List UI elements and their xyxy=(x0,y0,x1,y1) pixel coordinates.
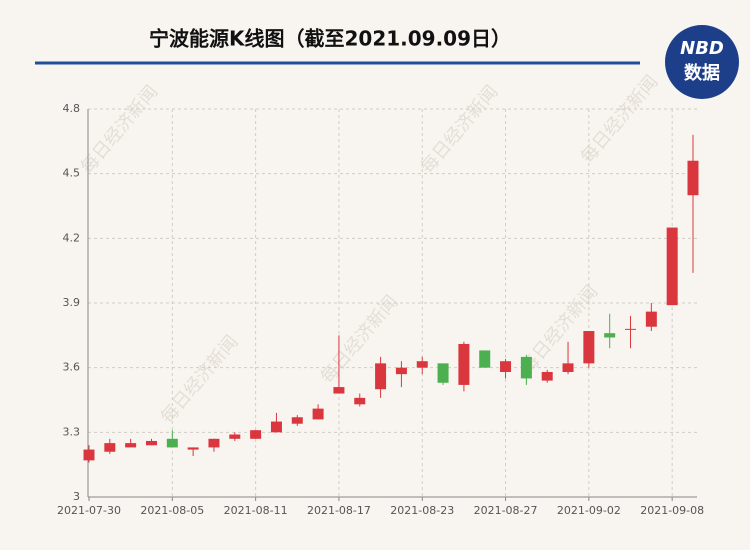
candle-body xyxy=(479,350,491,368)
candle-body xyxy=(166,438,178,448)
candle-body xyxy=(291,417,303,424)
candle-body xyxy=(583,331,595,364)
candle-body xyxy=(416,361,428,368)
candle-body xyxy=(270,421,282,433)
candle-body xyxy=(312,408,324,420)
y-tick-label: 3.6 xyxy=(63,361,81,374)
x-tick-label: 2021-08-17 xyxy=(307,504,371,517)
candle-body xyxy=(354,397,366,405)
logo-bottom: 数据 xyxy=(684,62,720,84)
candle-body xyxy=(562,363,574,372)
candle-body xyxy=(500,361,512,372)
x-tick-label: 2021-08-27 xyxy=(474,504,538,517)
y-tick-label: 3 xyxy=(73,490,80,503)
candle-body xyxy=(645,311,657,327)
x-tick-label: 2021-09-02 xyxy=(557,504,621,517)
candle-body xyxy=(83,449,95,461)
candle-body xyxy=(520,356,532,379)
candle-body xyxy=(541,371,553,381)
y-tick-label: 4.8 xyxy=(63,102,81,115)
candle-body xyxy=(104,443,116,452)
logo xyxy=(665,25,739,99)
candle-body xyxy=(250,430,262,439)
candle-body xyxy=(333,387,345,394)
y-tick-label: 3.3 xyxy=(63,425,81,438)
candle-body xyxy=(625,328,637,330)
candle-body xyxy=(458,343,470,385)
candle-body xyxy=(229,434,241,439)
x-tick-label: 2021-07-30 xyxy=(57,504,121,517)
candle-body xyxy=(145,440,157,446)
chart-title: 宁波能源K线图（截至2021.09.09日） xyxy=(149,27,511,51)
candle-body xyxy=(395,367,407,375)
x-tick-label: 2021-08-23 xyxy=(390,504,454,517)
candle-body xyxy=(666,227,678,306)
y-tick-label: 4.2 xyxy=(63,231,81,244)
candle-body xyxy=(375,363,387,390)
y-tick-label: 3.9 xyxy=(63,296,81,309)
candle-body xyxy=(687,160,699,196)
candle-body xyxy=(437,363,449,383)
candle-body xyxy=(125,443,137,448)
y-tick-label: 4.5 xyxy=(63,167,81,180)
x-tick-label: 2021-08-05 xyxy=(140,504,204,517)
logo-top: NBD xyxy=(680,38,724,59)
candle-body xyxy=(187,447,199,450)
x-tick-label: 2021-08-11 xyxy=(224,504,288,517)
candle-body xyxy=(604,333,616,338)
candle-body xyxy=(208,438,220,448)
x-tick-label: 2021-09-08 xyxy=(640,504,704,517)
